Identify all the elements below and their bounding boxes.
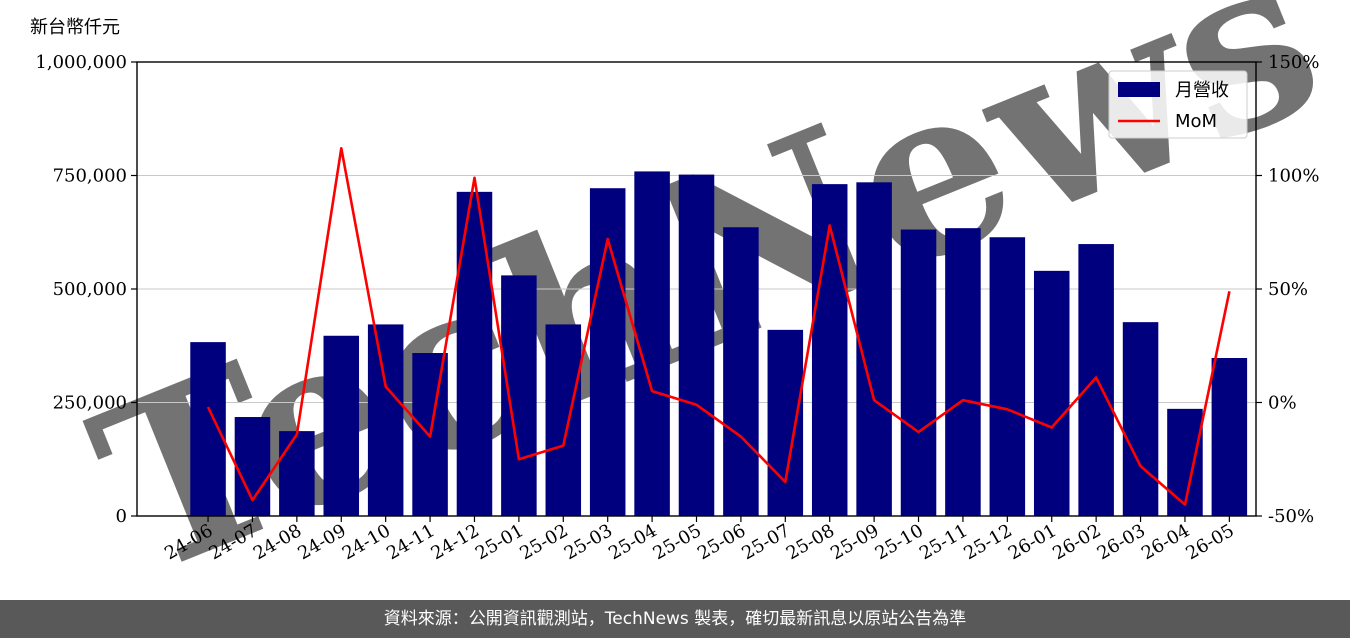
x-tick-label: 25-07	[738, 520, 793, 564]
x-tick-label: 25-03	[561, 520, 616, 564]
x-tick-label: 24-12	[428, 520, 483, 564]
x-tick-label: 25-06	[694, 520, 749, 564]
bar	[678, 174, 715, 517]
x-tick-label: 25-05	[650, 520, 705, 564]
bar	[1122, 322, 1159, 516]
y-axis-right: -50% 0% 50% 100% 150%	[1256, 52, 1319, 527]
mom-line-series	[206, 147, 1231, 506]
mom-line	[206, 147, 1231, 506]
bar	[1211, 358, 1248, 516]
bar	[545, 324, 582, 516]
legend-label-bar: 月營收	[1175, 80, 1229, 101]
chart-legend: 月營收 MoM	[1108, 70, 1248, 139]
x-tick-label: 26-04	[1138, 520, 1193, 564]
bar	[1033, 270, 1070, 516]
legend-label-line: MoM	[1175, 111, 1217, 132]
y-left-tick-label: 750,000	[53, 166, 127, 187]
y-right-tick-label: 50%	[1268, 279, 1308, 300]
bar-series	[190, 171, 1248, 517]
y-right-tick-label: 0%	[1268, 393, 1297, 414]
y-left-tick-label: 250,000	[53, 393, 127, 414]
bar	[589, 188, 626, 516]
x-tick-label: 25-11	[916, 520, 971, 564]
bar	[323, 335, 360, 516]
bar	[811, 184, 848, 516]
y-left-tick-label: 0	[116, 506, 127, 527]
y-left-tick-label: 1,000,000	[35, 52, 127, 73]
y-right-tick-label: 150%	[1268, 52, 1319, 73]
x-tick-label: 25-12	[960, 520, 1015, 564]
y-right-tick-label: 100%	[1268, 166, 1319, 187]
bar	[723, 227, 759, 517]
bar	[945, 228, 981, 516]
bar	[501, 275, 537, 516]
x-tick-label: 25-04	[605, 520, 660, 564]
bar	[190, 342, 226, 516]
footer-source-note: 資料來源：公開資訊觀測站，TechNews 製表，確切最新訊息以原站公告為準	[0, 600, 1350, 638]
y-left-tick-label: 500,000	[53, 279, 127, 300]
y-right-tick-label: -50%	[1268, 506, 1314, 527]
x-tick-label: 25-01	[472, 520, 527, 564]
bar	[367, 324, 404, 516]
bar	[1167, 408, 1203, 516]
x-tick-label: 25-08	[783, 520, 838, 564]
revenue-chart: TechNews 0250,000500,000750,0001,000,000…	[30, 0, 1350, 600]
bar	[900, 229, 937, 516]
x-tick-label: 25-10	[872, 520, 927, 564]
y-axis-unit-label: 新台幣仟元	[30, 17, 120, 38]
x-tick-label: 26-05	[1182, 520, 1237, 564]
bar	[634, 171, 670, 516]
bar	[279, 431, 315, 516]
x-tick-label: 26-03	[1094, 520, 1149, 564]
legend-swatch-bar	[1118, 82, 1160, 97]
x-tick-label: 26-01	[1005, 520, 1060, 564]
bar	[767, 329, 804, 516]
x-tick-label: 26-02	[1049, 520, 1104, 564]
y-axis-left: 0 250,000 500,000 750,000 1,000,000	[35, 52, 137, 527]
x-tick-label: 25-02	[516, 520, 571, 564]
x-tick-label: 25-09	[827, 520, 882, 564]
bar	[456, 191, 493, 516]
bar	[989, 237, 1026, 516]
